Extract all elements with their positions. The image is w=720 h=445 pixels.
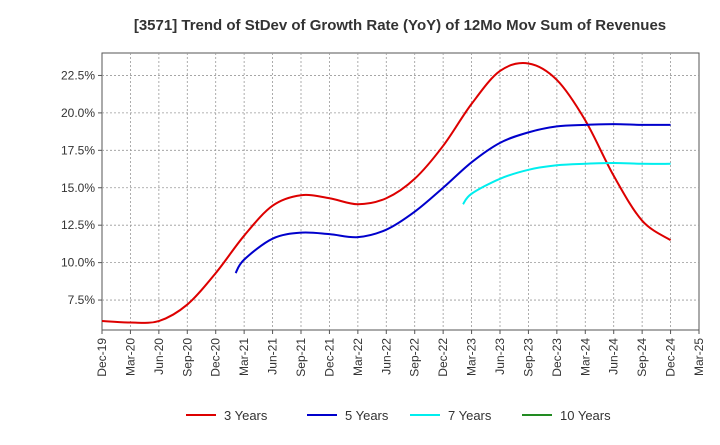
x-tick-label: Mar-24 — [578, 338, 592, 376]
legend: 3 Years 5 Years 7 Years 10 Years — [186, 408, 611, 423]
x-tick-label: Mar-25 — [692, 338, 706, 376]
series-layer — [101, 62, 672, 324]
x-tick-label: Dec-22 — [436, 338, 450, 377]
x-tick-label: Jun-21 — [266, 338, 280, 375]
x-tick-label: Sep-21 — [294, 338, 308, 377]
x-tick-label: Mar-20 — [123, 338, 137, 376]
x-tick-label: Dec-21 — [322, 338, 336, 377]
x-tick-label: Mar-23 — [465, 338, 479, 376]
plot-area — [101, 52, 700, 331]
y-tick-label: 22.5% — [61, 68, 95, 82]
x-tick-label: Sep-23 — [521, 338, 535, 377]
series-line-3-years — [101, 62, 672, 324]
chart-title: [3571] Trend of StDev of Growth Rate (Yo… — [134, 17, 666, 34]
legend-item: 3 Years — [186, 408, 268, 423]
series-line-5-years — [234, 123, 671, 274]
x-tick-label: Mar-22 — [351, 338, 365, 376]
x-tick-label: Dec-20 — [209, 338, 223, 377]
y-tick-label: 15.0% — [61, 181, 95, 195]
x-tick-label: Mar-21 — [237, 338, 251, 376]
x-tick-label: Sep-20 — [180, 338, 194, 377]
legend-label: 3 Years — [224, 408, 268, 423]
grid-layer — [102, 53, 699, 330]
x-tick-label: Jun-23 — [493, 338, 507, 375]
x-tick-label: Jun-22 — [379, 338, 393, 375]
x-tick-label: Dec-24 — [664, 338, 678, 377]
legend-label: 7 Years — [448, 408, 492, 423]
legend-label: 10 Years — [560, 408, 611, 423]
y-tick-label: 7.5% — [68, 293, 96, 307]
y-tick-label: 12.5% — [61, 218, 95, 232]
legend-item: 5 Years — [307, 408, 389, 423]
y-axis: 7.5% 10.0% 12.5% 15.0% 17.5% 20.0% 22.5% — [61, 68, 102, 307]
series-line-7-years — [462, 162, 671, 205]
legend-label: 5 Years — [345, 408, 389, 423]
x-tick-label: Sep-24 — [635, 338, 649, 377]
x-axis: Dec-19 Mar-20 Jun-20 Sep-20 Dec-20 Mar-21 Jun-… — [95, 330, 706, 377]
x-tick-label: Dec-23 — [550, 338, 564, 377]
x-tick-label: Sep-22 — [408, 338, 422, 377]
x-tick-label: Dec-19 — [95, 338, 109, 377]
legend-item: 10 Years — [522, 408, 611, 423]
legend-item: 7 Years — [410, 408, 492, 423]
y-tick-label: 20.0% — [61, 106, 95, 120]
y-tick-label: 10.0% — [61, 256, 95, 270]
x-tick-label: Jun-24 — [607, 338, 621, 375]
x-tick-label: Jun-20 — [152, 338, 166, 375]
y-tick-label: 17.5% — [61, 143, 95, 157]
